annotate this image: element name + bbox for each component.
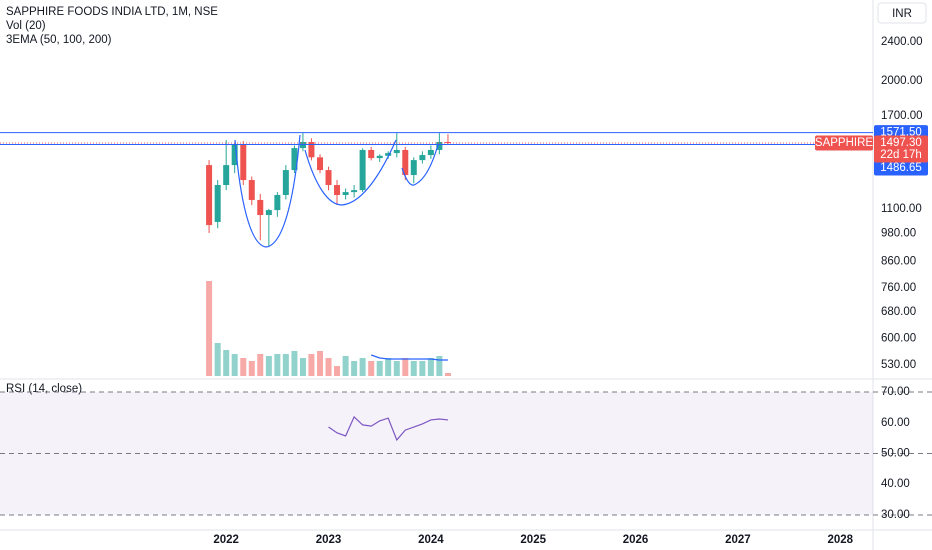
volume-bar (248, 361, 255, 376)
price-line-label-box (874, 160, 928, 176)
cup-curve (304, 139, 397, 206)
candle-body (393, 149, 400, 154)
candle-body (359, 149, 366, 191)
volume-bar (308, 354, 315, 376)
candle-body (248, 180, 255, 200)
volume-ma-line (371, 354, 448, 361)
y-tick-label: 2000.00 (881, 75, 923, 87)
candle-body (257, 199, 264, 216)
volume-bar (444, 373, 451, 376)
volume-bar (368, 361, 375, 376)
candle-body (334, 185, 341, 195)
cup-curve (234, 134, 301, 248)
volume-bar (385, 358, 392, 376)
x-tick-label: 2027 (725, 534, 751, 546)
candle-body (317, 157, 324, 171)
x-tick-label: 2026 (623, 534, 649, 546)
volume-bar (231, 354, 238, 376)
x-tick-label: 2028 (827, 534, 853, 546)
candle-body (325, 170, 332, 186)
symbol-title: SAPPHIRE FOODS INDIA LTD, 1M, NSE (6, 6, 218, 18)
volume-bar (257, 354, 264, 376)
volume-bar (427, 358, 434, 376)
y-tick-label: 600.00 (881, 333, 916, 345)
rsi-tick-label: 40.00 (881, 478, 910, 490)
candle-body (231, 145, 238, 166)
volume-bar (410, 361, 417, 376)
candle-body (223, 165, 230, 186)
y-tick-label: 980.00 (881, 228, 916, 240)
candle-body (436, 141, 443, 150)
candle-body (402, 149, 409, 175)
candle-body (299, 141, 306, 149)
volume-bar (376, 361, 383, 376)
volume-bar (393, 361, 400, 376)
candle-body (376, 155, 383, 159)
candle-body (240, 145, 247, 181)
last-price-box (874, 135, 928, 163)
candle-body (410, 160, 417, 175)
volume-bar (282, 354, 289, 376)
volume-bar (265, 356, 272, 376)
volume-bar (436, 356, 443, 376)
volume-bar (359, 358, 366, 376)
rsi-tick-label: 60.00 (881, 417, 910, 429)
rsi-tick-label: 50.00 (881, 447, 910, 459)
countdown-label: 22d 17h (880, 149, 922, 161)
candle-body (368, 149, 375, 159)
volume-bar (334, 366, 341, 376)
volume-bar (299, 358, 306, 376)
cup-drawings (234, 134, 439, 248)
volume-bar (402, 358, 409, 376)
volume-bar (419, 361, 426, 376)
indicator-label: Vol (20) (6, 20, 46, 32)
y-tick-label: 860.00 (881, 256, 916, 268)
candle-body (308, 141, 315, 158)
volume-bar (317, 351, 324, 376)
candle-body (206, 165, 213, 226)
x-tick-label: 2025 (520, 534, 546, 546)
volume-bar (214, 343, 221, 376)
candle-body (214, 185, 221, 222)
candle-body (427, 149, 434, 156)
y-tick-label: 760.00 (881, 282, 916, 294)
cup-curve (401, 144, 439, 186)
candle-body (282, 170, 289, 195)
volume-bar (325, 358, 332, 376)
rsi-tick-label: 70.00 (881, 386, 910, 398)
volume-bar (223, 350, 230, 376)
volume-bar (274, 354, 281, 376)
x-tick-label: 2022 (213, 534, 239, 546)
last-price-name: SAPPHIRE (815, 137, 873, 149)
candle-body (265, 210, 272, 216)
last-price-label: 1497.30 (880, 137, 922, 149)
y-tick-label: 1100.00 (881, 203, 922, 215)
candle-body (274, 194, 281, 211)
indicator-label: 3EMA (50, 100, 200) (6, 34, 112, 46)
candle-body (351, 190, 358, 193)
candle-body (342, 192, 349, 195)
volume-bar (206, 281, 213, 376)
candle-body (419, 155, 426, 161)
x-tick-label: 2023 (316, 534, 342, 546)
candle-body (385, 153, 392, 156)
y-tick-label: 530.00 (881, 359, 916, 371)
volume-bar (291, 351, 298, 376)
price-line-label: 1486.65 (880, 162, 922, 174)
candle-body (291, 148, 298, 171)
volume-bar (342, 356, 349, 376)
currency-label[interactable]: INR (892, 8, 912, 20)
last-price-name-box (815, 135, 873, 151)
x-tick-label: 2024 (418, 534, 444, 546)
rsi-tick-label: 30.00 (881, 509, 910, 521)
volume-bar (351, 361, 358, 376)
y-tick-label: 680.00 (881, 306, 916, 318)
currency-box[interactable] (877, 2, 927, 24)
y-tick-label: 2400.00 (881, 36, 923, 48)
y-tick-label: 1700.00 (881, 110, 923, 122)
volume-bar (240, 358, 247, 376)
rsi-line (328, 415, 449, 442)
